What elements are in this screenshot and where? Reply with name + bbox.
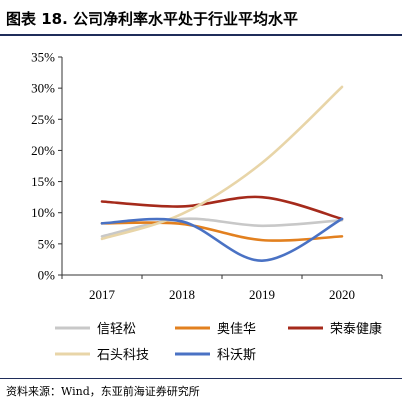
legend-label: 信轻松 xyxy=(97,322,136,337)
y-tick-label: 30% xyxy=(31,81,55,96)
series-line-2 xyxy=(100,221,344,242)
x-tick-label: 2018 xyxy=(169,287,195,302)
source-note: 资料来源：Wind，东亚前海证券研究所 xyxy=(6,385,200,398)
legend-label: 荣泰健康 xyxy=(330,321,382,337)
x-tick-label: 2020 xyxy=(329,287,355,302)
figure-title: 图表 18. 公司净利率水平处于行业平均水平 xyxy=(6,10,299,28)
series-line-5 xyxy=(100,217,344,262)
series-line-3 xyxy=(100,195,344,221)
legend-label: 科沃斯 xyxy=(217,348,256,363)
y-tick-label: 25% xyxy=(31,112,55,127)
y-tick-label: 35% xyxy=(31,50,55,65)
chart-lines xyxy=(100,85,344,262)
y-tick-label: 20% xyxy=(31,143,55,158)
legend-label: 奥佳华 xyxy=(217,322,256,337)
series-line-1 xyxy=(100,217,344,238)
y-tick-label: 15% xyxy=(31,174,55,189)
title-rule xyxy=(0,34,402,36)
x-tick-label: 2017 xyxy=(89,287,116,302)
series-line-4 xyxy=(100,85,344,241)
source-rule xyxy=(0,378,402,379)
y-tick-label: 0% xyxy=(38,268,56,283)
x-tick-label: 2019 xyxy=(249,287,275,302)
y-tick-label: 10% xyxy=(31,205,55,220)
legend-label: 石头科技 xyxy=(97,348,149,363)
figure-header: 图表 18. 公司净利率水平处于行业平均水平 xyxy=(0,6,402,36)
y-tick-label: 5% xyxy=(38,236,56,251)
chart-axes: 0% 5% 10% 15% 20% 25% 30% 35% 2017 2018 2019 2020 xyxy=(31,50,383,302)
